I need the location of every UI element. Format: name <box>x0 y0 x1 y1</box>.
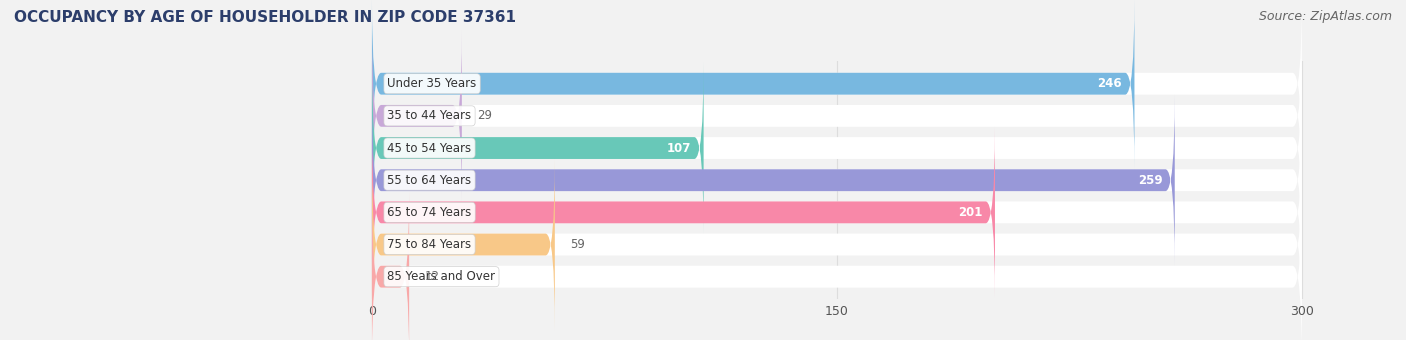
Text: OCCUPANCY BY AGE OF HOUSEHOLDER IN ZIP CODE 37361: OCCUPANCY BY AGE OF HOUSEHOLDER IN ZIP C… <box>14 10 516 25</box>
Text: 55 to 64 Years: 55 to 64 Years <box>388 174 471 187</box>
FancyBboxPatch shape <box>373 0 1135 169</box>
FancyBboxPatch shape <box>373 30 461 201</box>
FancyBboxPatch shape <box>373 127 1302 298</box>
FancyBboxPatch shape <box>373 30 1302 201</box>
FancyBboxPatch shape <box>373 63 1302 234</box>
Text: 201: 201 <box>959 206 983 219</box>
Text: Source: ZipAtlas.com: Source: ZipAtlas.com <box>1258 10 1392 23</box>
Text: 29: 29 <box>477 109 492 122</box>
Text: 259: 259 <box>1137 174 1163 187</box>
FancyBboxPatch shape <box>373 95 1302 266</box>
Text: 45 to 54 Years: 45 to 54 Years <box>388 141 471 155</box>
Text: 35 to 44 Years: 35 to 44 Years <box>388 109 471 122</box>
FancyBboxPatch shape <box>373 95 1175 266</box>
Text: 107: 107 <box>666 141 692 155</box>
Text: 65 to 74 Years: 65 to 74 Years <box>388 206 471 219</box>
FancyBboxPatch shape <box>373 159 555 330</box>
FancyBboxPatch shape <box>373 0 1302 169</box>
FancyBboxPatch shape <box>373 159 1302 330</box>
FancyBboxPatch shape <box>373 191 409 340</box>
FancyBboxPatch shape <box>373 191 1302 340</box>
FancyBboxPatch shape <box>373 63 703 234</box>
Text: 85 Years and Over: 85 Years and Over <box>388 270 495 283</box>
Text: Under 35 Years: Under 35 Years <box>388 77 477 90</box>
Text: 12: 12 <box>425 270 440 283</box>
Text: 59: 59 <box>571 238 585 251</box>
Text: 75 to 84 Years: 75 to 84 Years <box>388 238 471 251</box>
Text: 246: 246 <box>1098 77 1122 90</box>
FancyBboxPatch shape <box>373 127 995 298</box>
